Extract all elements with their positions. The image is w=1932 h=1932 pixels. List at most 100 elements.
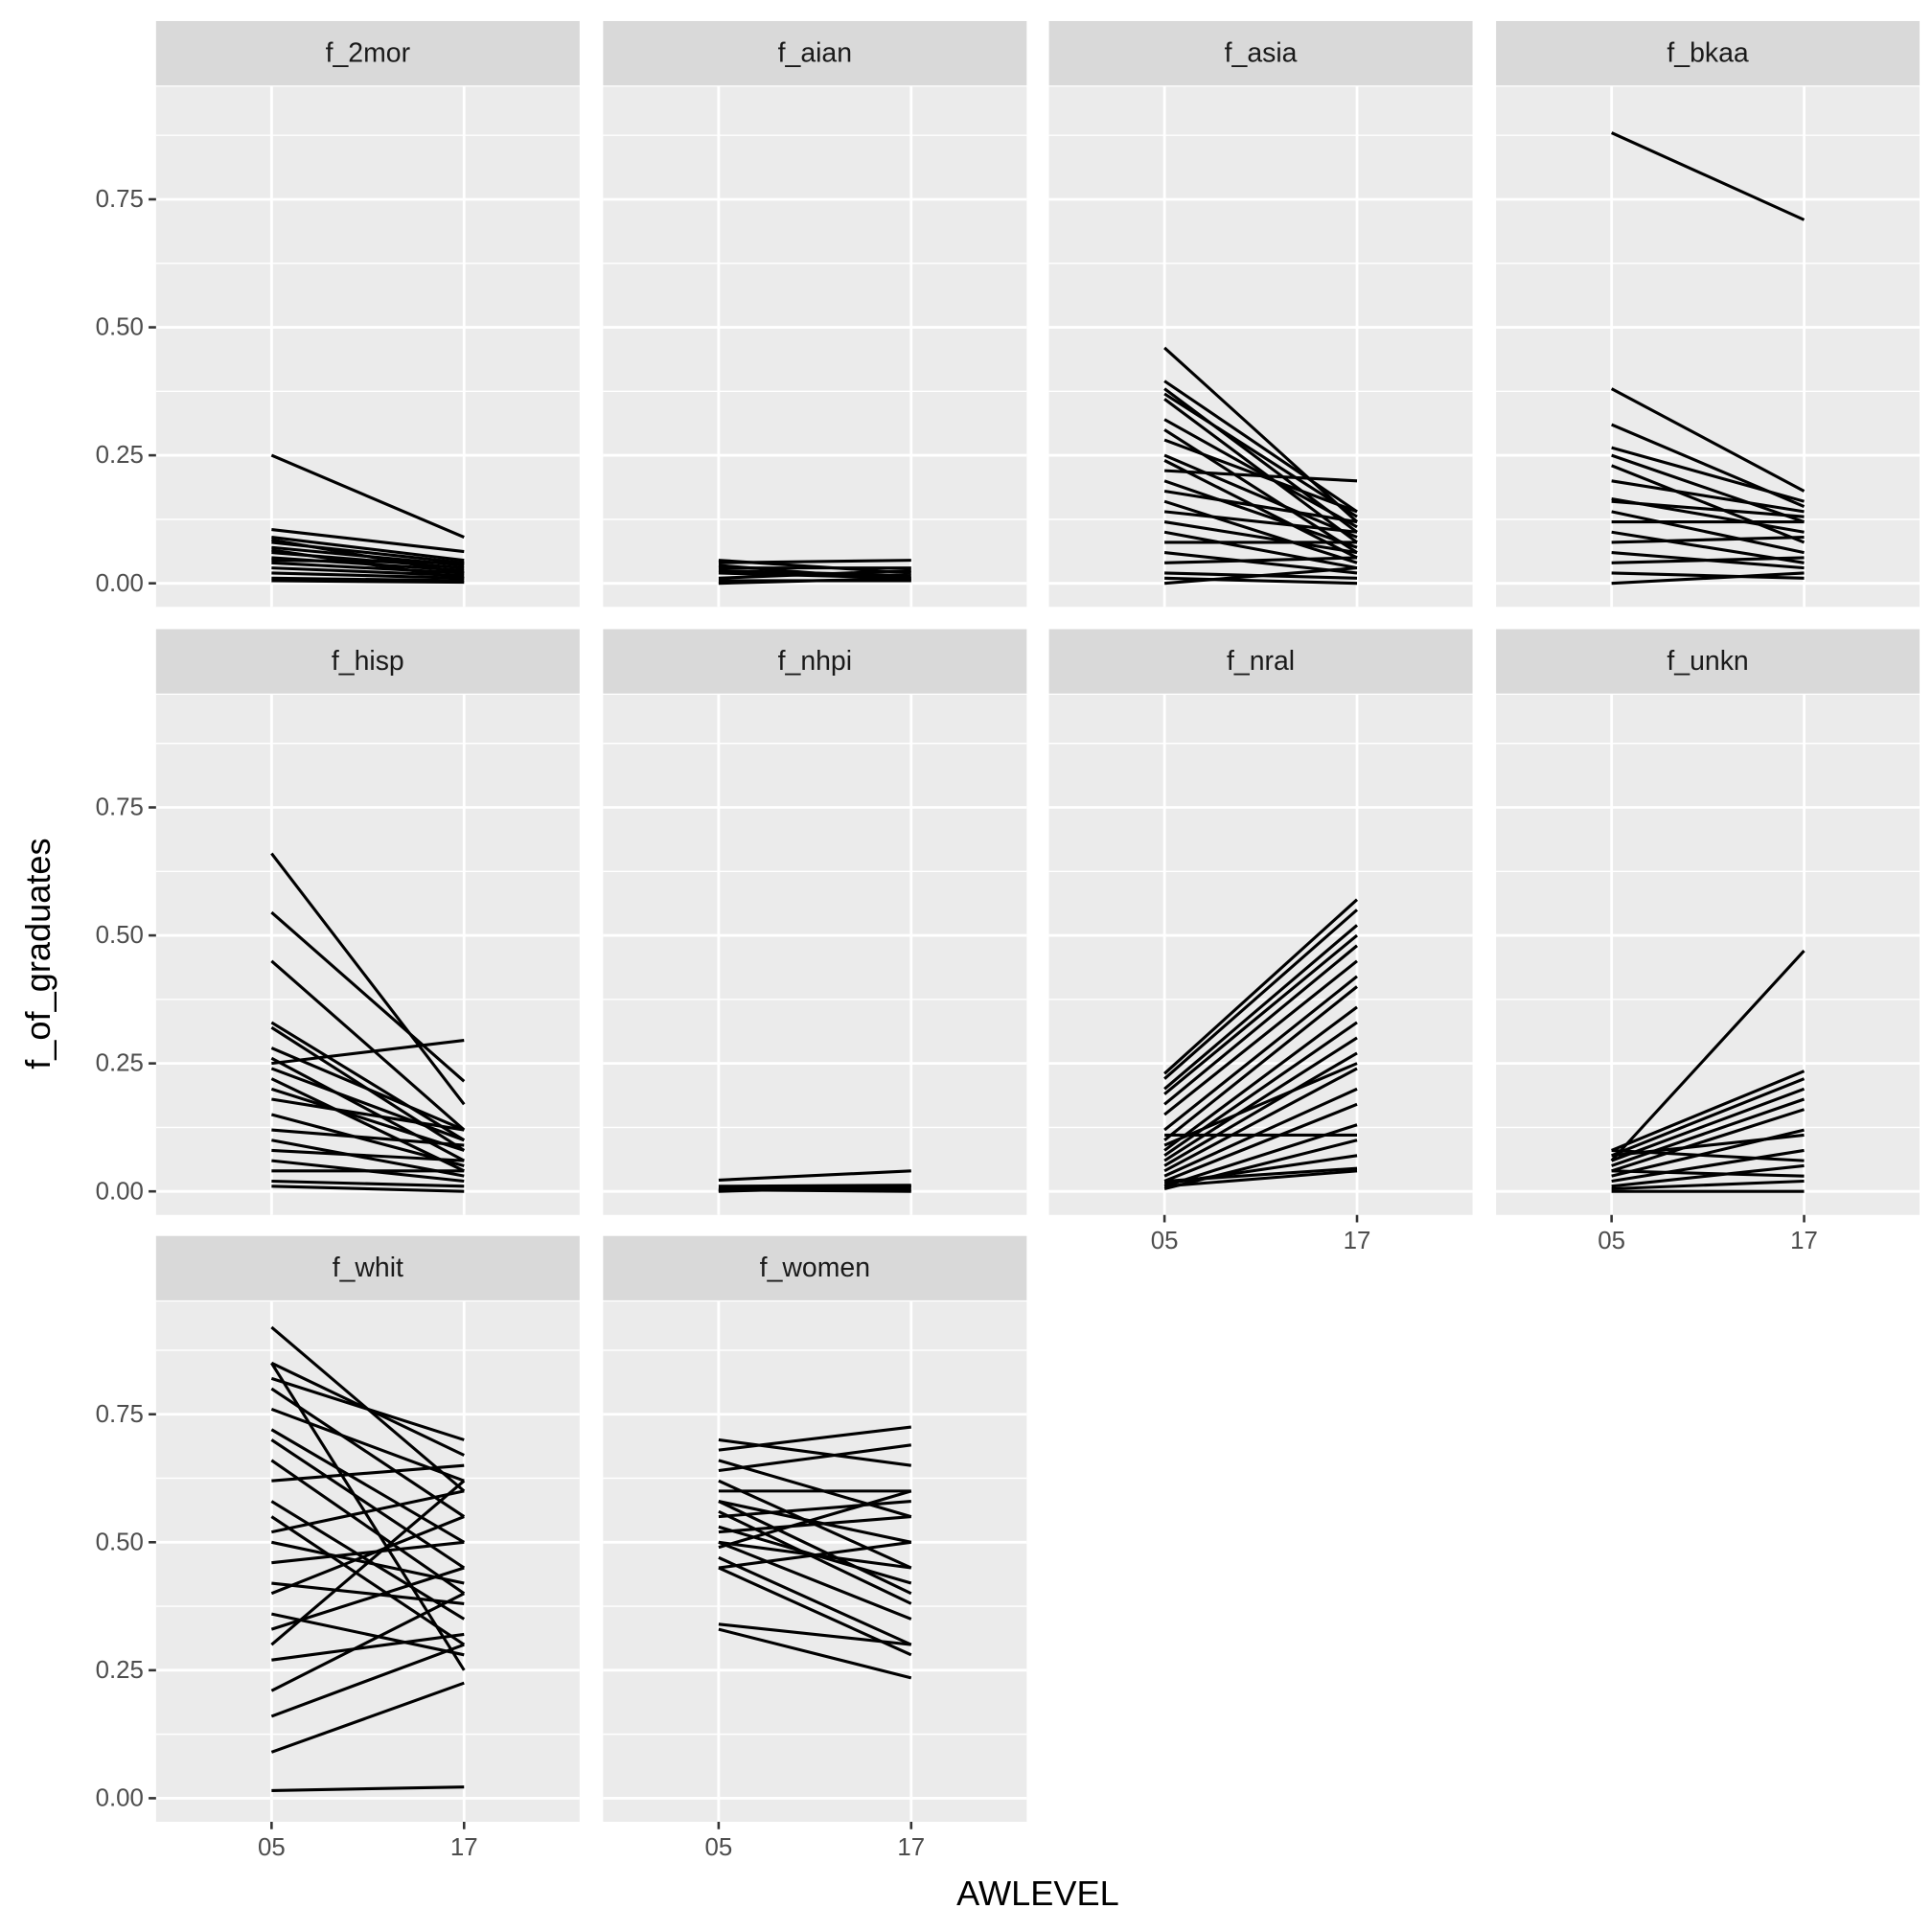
facet-strip (1496, 629, 1920, 694)
data-line (1163, 520, 1358, 555)
x-tick-label: 17 (897, 1834, 925, 1861)
data-line (1163, 453, 1358, 540)
panel-background (603, 1301, 1027, 1822)
data-line (270, 1428, 466, 1544)
x-axis-title: AWLEVEL (956, 1874, 1119, 1913)
facet-title: f_whit (333, 1253, 403, 1283)
data-line (1611, 479, 1805, 514)
data-line (271, 548, 465, 580)
data-line (1163, 530, 1358, 570)
data-line (1163, 398, 1358, 544)
data-line (718, 1500, 912, 1596)
data-line (1163, 908, 1359, 1080)
data-line (1163, 418, 1358, 529)
facet-title: f_aian (778, 37, 852, 68)
data-line (270, 1362, 466, 1671)
data-line (1163, 510, 1358, 534)
data-line (270, 1113, 465, 1167)
data-line (1164, 576, 1358, 586)
data-line (1610, 950, 1806, 1162)
data-line (1611, 1163, 1805, 1188)
facet-title: f_nral (1227, 646, 1295, 677)
data-line (718, 1489, 912, 1550)
data-line (1611, 571, 1805, 580)
panel-background (1496, 694, 1920, 1215)
data-line (270, 959, 466, 1132)
data-line (1163, 1138, 1358, 1191)
data-line (1163, 1087, 1358, 1178)
data-line (1611, 1097, 1806, 1167)
facet-strip (1496, 20, 1920, 86)
y-axis-title: f_of_graduates (18, 838, 58, 1069)
y-tick-label: 0.50 (96, 922, 144, 949)
data-line (1611, 556, 1805, 564)
data-line (1163, 1051, 1358, 1167)
panel-background (155, 86, 580, 608)
facet-strip (1048, 629, 1473, 694)
data-line (1611, 1179, 1805, 1191)
data-line (271, 561, 465, 575)
data-line (271, 1581, 465, 1605)
data-line (270, 1643, 465, 1718)
data-line (271, 571, 465, 580)
data-line (270, 1459, 466, 1595)
panel-background (1496, 86, 1920, 608)
data-line (270, 1077, 465, 1173)
y-tick-label: 0.50 (96, 1529, 144, 1555)
data-line (1611, 1128, 1805, 1178)
facet-panel: f_whit 0.00 0.25 0.50 0.75 05 17 (96, 1235, 580, 1861)
y-tick-label: 0.00 (96, 570, 144, 597)
data-line (718, 1169, 911, 1182)
data-line (1163, 566, 1358, 586)
data-line (271, 538, 465, 575)
data-line (1611, 1169, 1805, 1178)
data-line (271, 1128, 465, 1147)
panel-background (603, 694, 1027, 1215)
data-line (270, 910, 466, 1083)
data-line (1163, 479, 1358, 549)
facet-panel: f_unkn 05 17 (1496, 629, 1920, 1254)
data-line (1611, 131, 1806, 221)
data-line (1611, 453, 1806, 524)
data-line (271, 528, 465, 554)
x-tick-label: 05 (258, 1834, 286, 1861)
data-line (1163, 959, 1358, 1116)
data-line (1163, 933, 1359, 1095)
data-line (270, 1592, 465, 1692)
data-line (718, 1509, 912, 1605)
panel-background (155, 694, 580, 1215)
facet-panel: f_asia (1048, 20, 1473, 608)
facet-strip (603, 1235, 1027, 1300)
data-line (271, 1785, 465, 1792)
y-tick-label: 0.25 (96, 1050, 144, 1077)
data-line (1611, 499, 1805, 518)
y-tick-label: 0.25 (96, 1657, 144, 1684)
data-line (270, 1376, 465, 1441)
data-line (1163, 1102, 1358, 1183)
data-line (270, 1480, 466, 1646)
data-line (718, 1515, 911, 1534)
data-line (1163, 975, 1358, 1132)
data-line (271, 576, 465, 583)
x-tick-label: 05 (1151, 1228, 1179, 1254)
data-line (718, 1540, 912, 1621)
data-line (270, 1046, 465, 1132)
y-tick-label: 0.25 (96, 442, 144, 469)
facet-panel: f_nhpi (603, 629, 1027, 1215)
panel-background (1048, 694, 1473, 1215)
y-tick-label: 0.00 (96, 1178, 144, 1205)
data-line (718, 576, 911, 586)
facet-panel: f_hisp 0.00 0.25 0.50 0.75 (96, 629, 580, 1215)
y-tick-label: 0.50 (96, 314, 144, 341)
y-tick-label: 0.75 (96, 794, 144, 821)
data-line (718, 1425, 911, 1452)
data-line (1610, 387, 1806, 493)
data-line (1163, 1067, 1358, 1173)
data-line (718, 1500, 912, 1544)
facet-title: f_women (760, 1253, 870, 1283)
facet-title: f_asia (1225, 37, 1298, 68)
data-line (1163, 380, 1358, 514)
data-line (271, 579, 465, 585)
